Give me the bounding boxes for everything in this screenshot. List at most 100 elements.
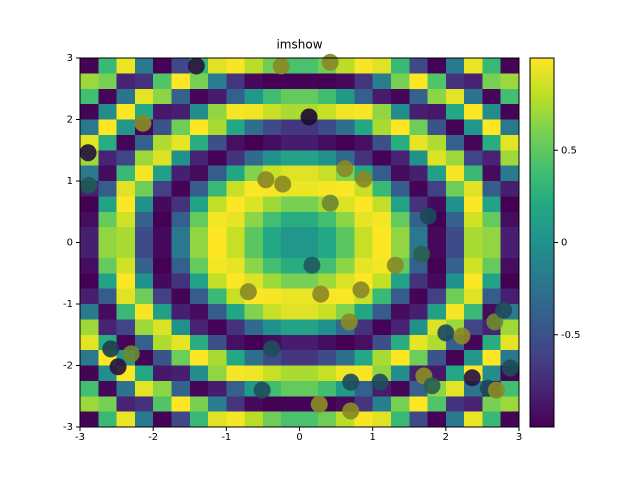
image-cell [390, 196, 410, 213]
image-cell [390, 273, 410, 290]
scatter-point [257, 171, 275, 189]
image-cell [445, 411, 465, 428]
image-cell [500, 134, 520, 151]
image-cell [262, 150, 282, 167]
image-cell [299, 211, 319, 228]
image-cell [390, 319, 410, 336]
image-cell [464, 134, 484, 151]
image-cell [244, 319, 264, 336]
image-cell [445, 273, 465, 290]
image-cell [189, 104, 209, 121]
image-cell [262, 365, 282, 382]
image-cell [464, 88, 484, 105]
image-cell [226, 104, 246, 121]
image-cell [153, 88, 173, 105]
image-cell [98, 396, 118, 413]
image-cell [153, 104, 173, 121]
image-cell [281, 319, 301, 336]
image-cell [208, 196, 227, 213]
image-cell [299, 196, 319, 213]
image-cell [500, 88, 520, 105]
image-cell [299, 380, 319, 397]
image-cell [80, 304, 99, 320]
image-cell [482, 165, 502, 182]
image-cell [354, 319, 374, 336]
image-cell [98, 319, 118, 336]
image-cell [427, 104, 447, 121]
image-cell [116, 411, 136, 428]
image-cell [354, 227, 374, 244]
image-cell [208, 104, 227, 121]
scatter-point [340, 313, 358, 331]
image-cell [317, 334, 337, 351]
image-cell [116, 242, 136, 259]
image-cell [98, 58, 118, 74]
scatter-point [303, 256, 321, 274]
image-cell [80, 196, 99, 213]
image-cell [336, 73, 355, 90]
image-cell [372, 211, 392, 228]
image-cell [98, 288, 118, 305]
image-cell [134, 150, 154, 167]
x-tick-label: -1 [221, 432, 231, 443]
image-cell [262, 104, 282, 121]
image-cell [153, 257, 173, 274]
image-cell [80, 242, 99, 259]
image-cell [482, 411, 502, 428]
image-cell [171, 273, 191, 290]
scatter-point [487, 381, 505, 399]
image-cell [116, 58, 136, 74]
image-cell [482, 150, 502, 167]
image-cell [372, 304, 392, 320]
image-cell [445, 227, 465, 244]
image-cell [208, 134, 227, 151]
x-tick-label: 2 [443, 432, 449, 443]
image-cell [336, 181, 355, 197]
scatter-point [310, 395, 328, 413]
image-cell [262, 242, 282, 259]
image-cell [372, 334, 392, 351]
image-cell [427, 58, 447, 74]
image-cell [482, 242, 502, 259]
image-cell [427, 396, 447, 413]
image-cell [464, 304, 484, 320]
image-cell [500, 104, 520, 121]
x-tick-label: 1 [369, 432, 375, 443]
image-cell [80, 380, 99, 397]
image-cell [445, 134, 465, 151]
image-cell [500, 319, 520, 336]
image-cell [482, 334, 502, 351]
image-cell [98, 73, 118, 90]
scatter-point [463, 369, 481, 387]
scatter-point [253, 381, 271, 399]
image-cell [482, 396, 502, 413]
image-cell [372, 73, 392, 90]
image-cell [262, 196, 282, 213]
image-cell [98, 181, 118, 197]
image-cell [464, 273, 484, 290]
image-cell [482, 196, 502, 213]
image-cell [262, 304, 282, 320]
image-cell [500, 334, 520, 351]
image-cell [80, 365, 99, 382]
image-cell [336, 257, 355, 274]
image-cell [226, 273, 246, 290]
image-cell [226, 73, 246, 90]
image-cell [134, 365, 154, 382]
image-cell [317, 273, 337, 290]
image-cell [153, 242, 173, 259]
image-cell [262, 119, 282, 136]
image-cell [226, 134, 246, 151]
image-cell [427, 227, 447, 244]
image-cell [299, 73, 319, 90]
image-cell [372, 150, 392, 167]
image-cell [244, 211, 264, 228]
image-cell [98, 196, 118, 213]
image-cell [208, 288, 227, 305]
image-cell [153, 411, 173, 428]
image-cell [171, 411, 191, 428]
image-cell [409, 334, 429, 351]
scatter-point [437, 324, 455, 342]
image-cell [171, 119, 191, 136]
image-cell [354, 104, 374, 121]
